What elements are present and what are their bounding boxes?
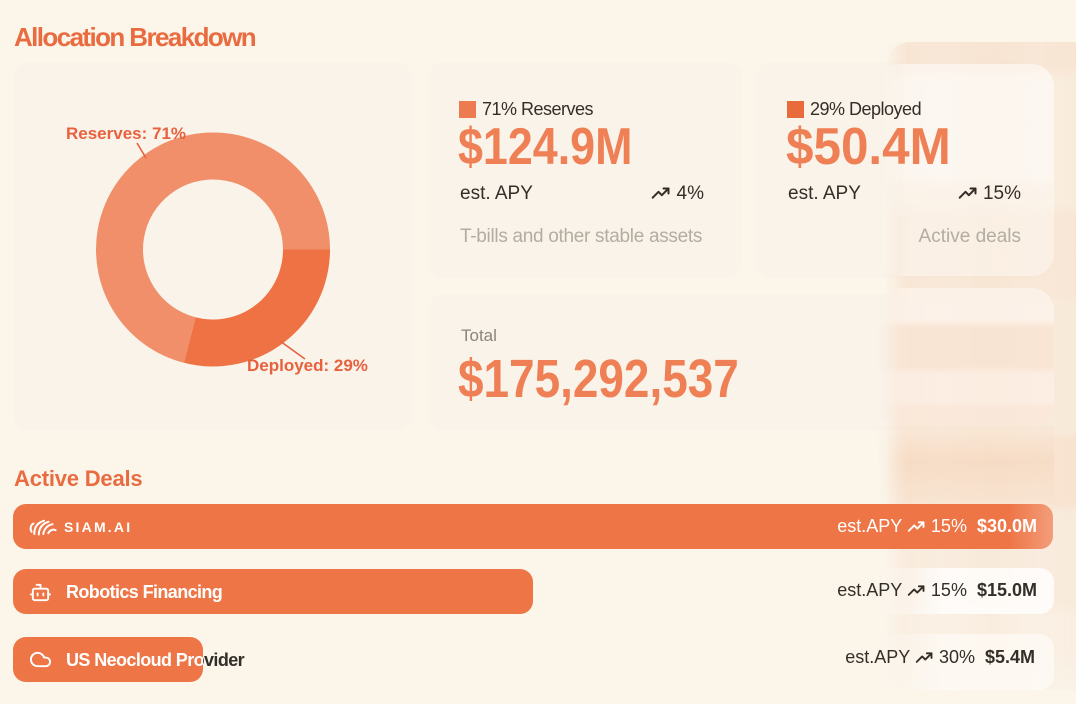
- svg-text:Reserves: 71%: Reserves: 71%: [66, 124, 186, 143]
- svg-text:Deployed: 29%: Deployed: 29%: [247, 356, 368, 375]
